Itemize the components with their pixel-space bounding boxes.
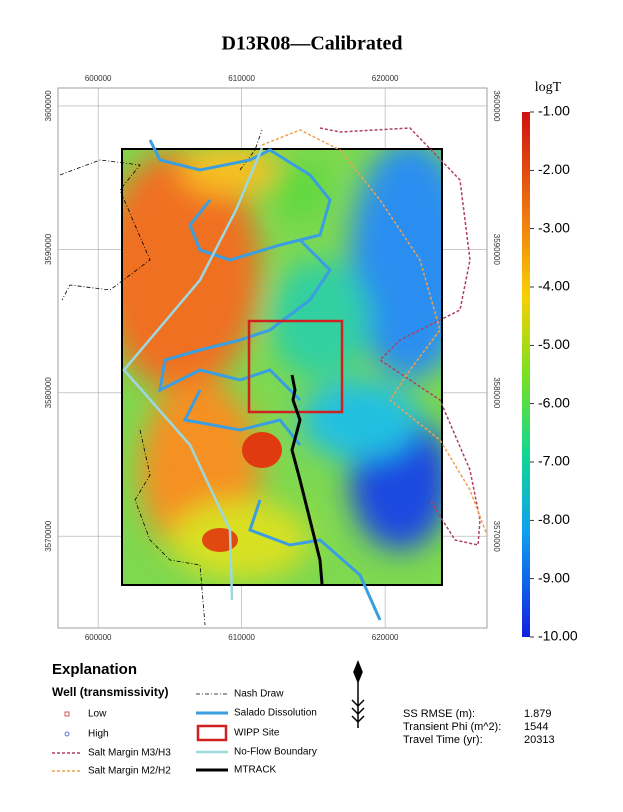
colorbar-label: -7.00 bbox=[538, 453, 570, 469]
wipp-site bbox=[247, 319, 344, 414]
x-tick-label: 600000 bbox=[85, 74, 112, 83]
nash-draw bbox=[59, 129, 263, 626]
mtrack bbox=[290, 374, 324, 585]
salado-dissolution bbox=[148, 139, 382, 621]
salt-margin-m2h2 bbox=[261, 129, 488, 536]
legend-label: No-Flow Boundary bbox=[234, 747, 317, 758]
y-tick-label: 3570000 bbox=[492, 521, 501, 553]
legend-subtitle: Well (transmissivity) bbox=[52, 685, 168, 699]
stat-value: 1544 bbox=[524, 721, 548, 733]
legend-label: Nash Draw bbox=[234, 689, 284, 700]
y-tick-label: 3580000 bbox=[492, 377, 501, 409]
colorbar-label: -10.00 bbox=[538, 628, 578, 644]
colorbar-title: logT bbox=[535, 80, 562, 95]
y-tick-label: 3580000 bbox=[44, 377, 53, 409]
legend-title: Explanation bbox=[52, 661, 137, 678]
legend-label: Salt Margin M2/H2 bbox=[88, 766, 171, 777]
x-tick-label: 600000 bbox=[85, 633, 112, 642]
north-arrow bbox=[351, 659, 365, 728]
y-tick-label: 3570000 bbox=[44, 520, 53, 552]
colorbar bbox=[522, 112, 530, 637]
x-tick-label: 620000 bbox=[372, 633, 399, 642]
stat-label: SS RMSE (m): bbox=[403, 708, 475, 720]
y-tick-label: 3590000 bbox=[492, 234, 501, 266]
title: D13R08—Calibrated bbox=[221, 33, 402, 55]
salt-margin-m3h3 bbox=[319, 127, 481, 546]
colorbar-label: -1.00 bbox=[538, 103, 570, 119]
legend-label: Salt Margin M3/H3 bbox=[88, 748, 171, 759]
y-tick-label: 3600000 bbox=[492, 90, 501, 122]
legend-label: Salado Dissolution bbox=[234, 708, 317, 719]
symbol-low bbox=[64, 711, 70, 717]
y-tick-label: 3600000 bbox=[44, 90, 53, 122]
legend-label: MTRACK bbox=[234, 765, 277, 776]
colorbar-label: -8.00 bbox=[538, 511, 570, 527]
colorbar-label: -9.00 bbox=[538, 569, 570, 585]
symbol-high bbox=[64, 731, 70, 737]
colorbar-label: -2.00 bbox=[538, 161, 570, 177]
map-frame bbox=[57, 87, 488, 629]
x-tick-label: 610000 bbox=[228, 74, 255, 83]
legend-label: WIPP Site bbox=[234, 728, 280, 739]
stat-label: Transient Phi (m^2): bbox=[403, 721, 501, 733]
y-tick-label: 3590000 bbox=[44, 233, 53, 265]
stat-value: 20313 bbox=[524, 734, 555, 746]
stat-label: Travel Time (yr): bbox=[403, 734, 483, 746]
model-boundary bbox=[121, 148, 443, 586]
colorbar-label: -4.00 bbox=[538, 278, 570, 294]
symbol-wipp bbox=[196, 724, 228, 742]
stat-value: 1.879 bbox=[524, 708, 552, 720]
x-tick-label: 620000 bbox=[372, 74, 399, 83]
colorbar-label: -3.00 bbox=[538, 219, 570, 235]
legend-label: High bbox=[88, 729, 109, 740]
colorbar-label: -6.00 bbox=[538, 394, 570, 410]
x-tick-label: 610000 bbox=[228, 633, 255, 642]
no-flow-boundary bbox=[122, 147, 264, 601]
transmissivity-field bbox=[122, 149, 442, 585]
legend-label: Low bbox=[88, 709, 107, 720]
colorbar-label: -5.00 bbox=[538, 336, 570, 352]
